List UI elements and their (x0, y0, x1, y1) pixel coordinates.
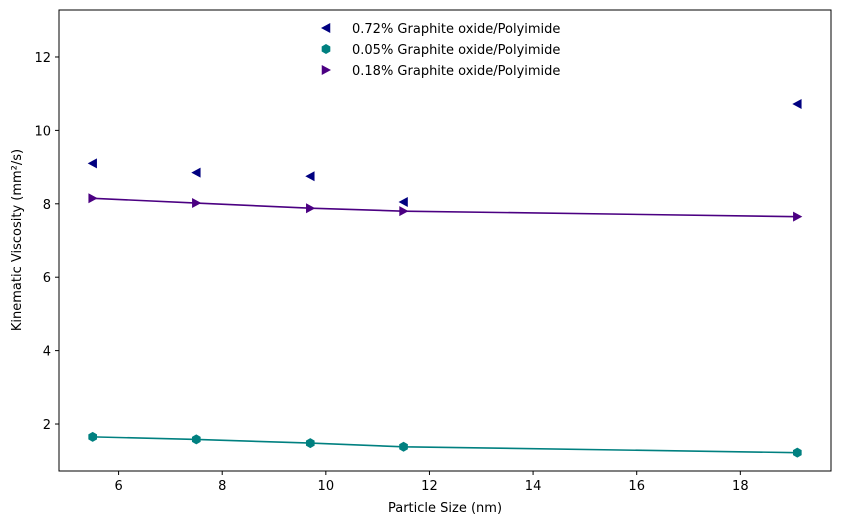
data-point-series-2 (88, 431, 98, 442)
plot-frame (58, 9, 832, 472)
data-point-series-2 (399, 441, 408, 452)
legend-label-1: 0.72% Graphite oxide/Polyimide (352, 22, 560, 37)
legend-label-3: 0.18% Graphite oxide/Polyimide (352, 64, 560, 79)
x-tick-label: 12 (421, 479, 438, 494)
plot-area (59, 10, 831, 471)
data-point-series-1 (792, 98, 802, 109)
x-tick-label: 6 (114, 479, 122, 494)
data-point-series-3 (793, 211, 803, 222)
data-point-series-3 (399, 206, 409, 217)
legend-label-2: 0.05% Graphite oxide/Polyimide (352, 43, 560, 58)
y-tick-label: 8 (43, 198, 51, 213)
y-tick-label: 12 (34, 51, 51, 66)
x-axis: 6 8 10 12 14 16 18 (114, 471, 749, 494)
x-axis-label: Particle Size (nm) (388, 501, 502, 516)
data-point-series-1 (305, 171, 315, 182)
data-point-series-1 (191, 167, 201, 178)
chart-marks (87, 98, 803, 458)
y-tick-label: 2 (43, 418, 51, 433)
data-point-series-1 (398, 196, 408, 207)
x-tick-label: 18 (732, 479, 749, 494)
data-point-series-3 (192, 198, 202, 209)
y-tick-label: 6 (43, 271, 51, 286)
data-point-series-3 (306, 203, 316, 214)
x-tick-label: 10 (318, 479, 335, 494)
y-axis: 2 4 6 8 10 12 (34, 51, 59, 433)
data-point-series-3 (88, 193, 98, 204)
data-point-series-2 (305, 438, 315, 449)
x-tick-label: 16 (628, 479, 645, 494)
data-point-series-1 (87, 158, 97, 169)
legend: 0.72% Graphite oxide/Polyimide 0.05% Grap… (321, 22, 560, 79)
legend-marker-2 (321, 44, 331, 54)
legend-marker-3 (321, 65, 331, 75)
data-point-series-2 (191, 434, 201, 445)
data-point-series-2 (792, 447, 802, 458)
x-tick-label: 8 (218, 479, 226, 494)
x-tick-label: 14 (525, 479, 542, 494)
y-tick-label: 10 (34, 124, 51, 139)
y-tick-label: 4 (43, 345, 51, 360)
y-axis-label: Kinematic Viscosity (mm²/s) (10, 149, 25, 331)
legend-marker-1 (321, 23, 331, 33)
